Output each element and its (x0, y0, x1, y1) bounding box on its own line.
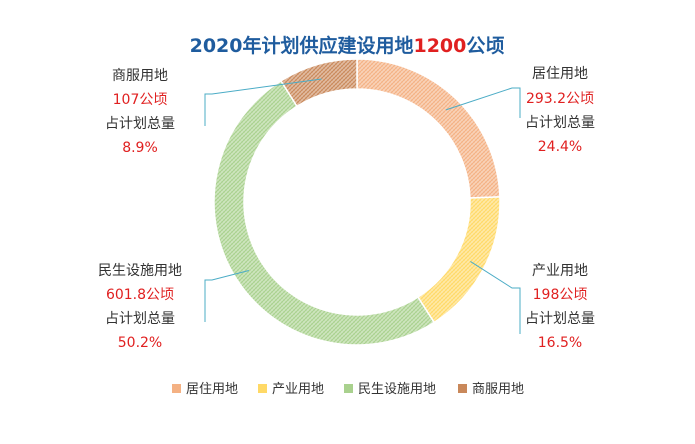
legend: 居住用地 产业用地 民生设施用地 商服用地 (172, 382, 524, 397)
slice-commercial (279, 58, 358, 108)
label-commercial-percent: 8.9% (122, 140, 158, 156)
label-industrial-share-text: 占计划总量 (525, 311, 595, 327)
label-commercial: 商服用地 107公顷 占计划总量 8.9% (105, 68, 175, 156)
label-public-services: 民生设施用地 601.8公顷 占计划总量 50.2% (98, 263, 182, 351)
label-public-services-value: 601.8公顷 (106, 287, 174, 303)
leader-line-commercial (204, 78, 322, 126)
label-industrial-percent: 16.5% (538, 335, 582, 351)
legend-label-residential: 居住用地 (186, 382, 238, 397)
label-residential-percent: 24.4% (538, 139, 582, 155)
label-commercial-value: 107公顷 (113, 92, 168, 108)
leader-line-public-services (204, 270, 250, 322)
label-industrial-name: 产业用地 (532, 263, 588, 279)
legend-swatch-public-services (344, 384, 353, 393)
title-prefix: 2020年计划供应建设用地 (190, 34, 414, 57)
title-highlight: 1200 (413, 35, 466, 57)
legend-label-commercial: 商服用地 (472, 382, 524, 397)
label-residential-value: 293.2公顷 (526, 91, 594, 107)
title-suffix: 公顷 (466, 35, 504, 57)
label-residential-share-text: 占计划总量 (525, 115, 595, 131)
label-public-services-share-text: 占计划总量 (105, 311, 175, 327)
label-public-services-percent: 50.2% (118, 335, 162, 351)
leader-lines (204, 78, 521, 334)
slice-residential (356, 58, 501, 199)
legend-swatch-industrial (258, 384, 267, 393)
label-industrial: 产业用地 198公顷 占计划总量 16.5% (525, 263, 595, 351)
label-public-services-name: 民生设施用地 (98, 263, 182, 279)
legend-swatch-commercial (458, 384, 467, 393)
leader-line-residential (445, 87, 521, 118)
legend-swatch-residential (172, 384, 181, 393)
chart-title: 2020年计划供应建设用地1200公顷 (190, 34, 505, 57)
legend-label-public-services: 民生设施用地 (358, 382, 436, 397)
slice-public-services (213, 79, 436, 346)
label-industrial-value: 198公顷 (533, 287, 588, 303)
slice-industrial (416, 196, 501, 324)
label-commercial-name: 商服用地 (112, 68, 168, 84)
label-residential: 居住用地 293.2公顷 占计划总量 24.4% (525, 66, 595, 155)
leader-line-industrial (470, 260, 521, 334)
label-commercial-share-text: 占计划总量 (105, 116, 175, 132)
legend-label-industrial: 产业用地 (272, 382, 324, 397)
donut-slices (213, 58, 501, 346)
label-residential-name: 居住用地 (532, 66, 588, 82)
